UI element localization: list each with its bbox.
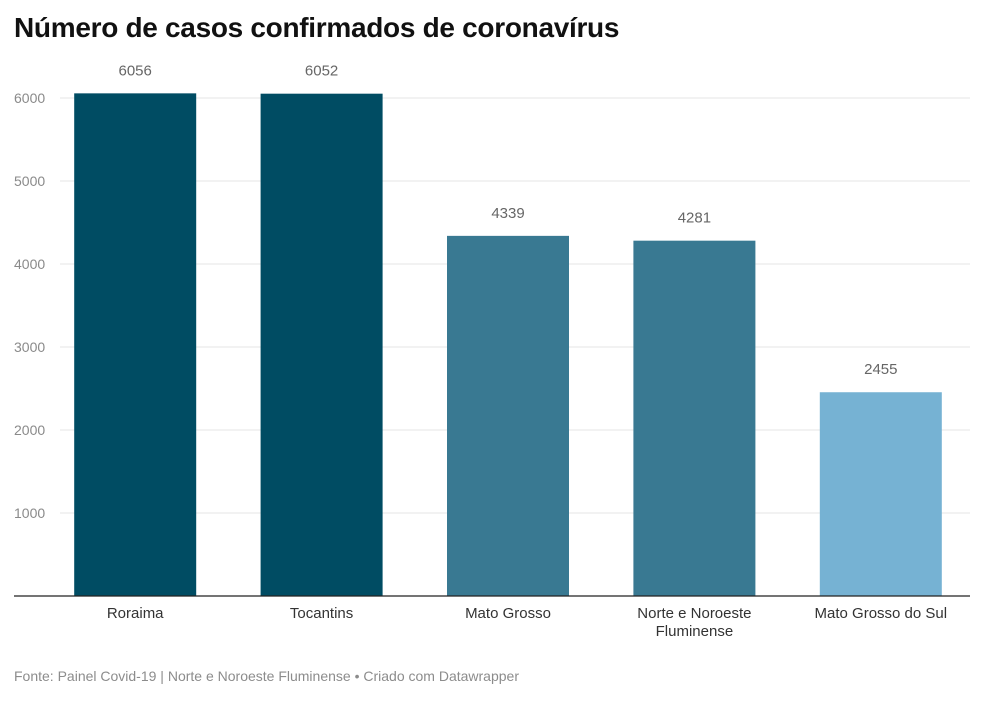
- x-tick-label: Tocantins: [290, 605, 353, 622]
- y-tick-label: 5000: [14, 173, 45, 189]
- y-tick-label: 2000: [14, 422, 45, 438]
- x-tick-label: Roraima: [107, 605, 164, 622]
- bar: [819, 392, 942, 596]
- x-axis-ticks: Roraima Tocantins Mato Grosso Norte e Noroe…: [107, 605, 947, 640]
- y-tick-label: 3000: [14, 339, 45, 355]
- y-tick-label: 1000: [14, 505, 45, 521]
- y-tick-label: 4000: [14, 256, 45, 272]
- x-tick-label: Fluminense: [656, 623, 734, 640]
- bar: [447, 235, 569, 596]
- data-label: 4339: [491, 205, 524, 222]
- bars: [74, 93, 942, 597]
- x-tick-label: Mato Grosso do Sul: [815, 605, 948, 622]
- source-footer: Fonte: Painel Covid-19 | Norte e Noroest…: [14, 668, 519, 684]
- chart-title: Número de casos confirmados de coronavír…: [14, 12, 620, 43]
- data-label: 4281: [678, 210, 711, 227]
- y-axis-ticks: 1000 2000 3000 4000 5000 6000: [14, 90, 45, 521]
- bar: [260, 93, 383, 597]
- y-tick-label: 6000: [14, 90, 45, 106]
- data-label: 6056: [119, 62, 152, 79]
- data-label: 2455: [864, 361, 897, 378]
- data-label: 6052: [305, 63, 338, 80]
- x-tick-label: Norte e Noroeste: [637, 605, 751, 622]
- bar: [633, 240, 756, 596]
- bar: [74, 93, 197, 597]
- data-labels: 6056 6052 4339 4281 2455: [119, 62, 898, 378]
- x-tick-label: Mato Grosso: [465, 605, 551, 622]
